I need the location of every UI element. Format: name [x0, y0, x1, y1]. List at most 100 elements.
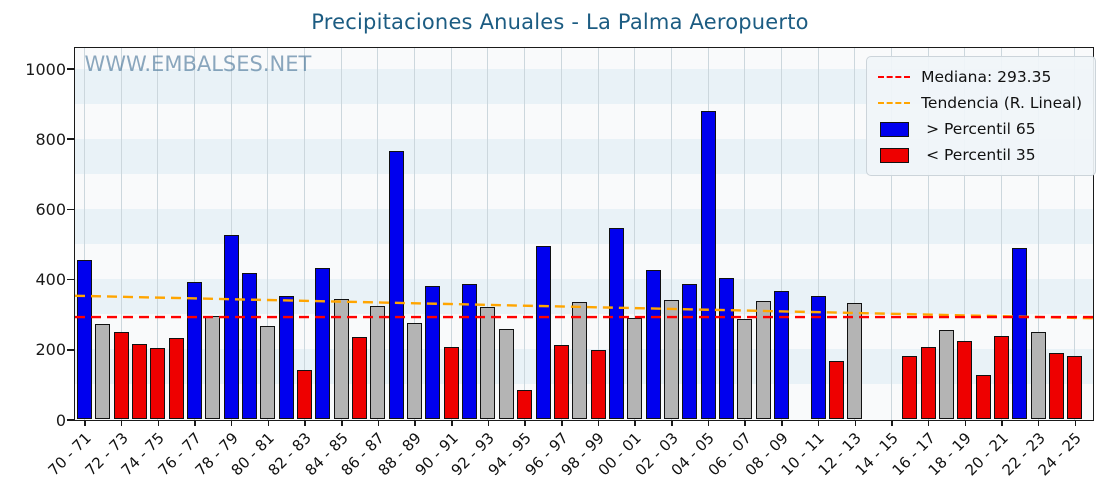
- bar-18-19: [957, 340, 973, 420]
- bar-10-11: [810, 295, 826, 420]
- y-tick: [67, 138, 74, 140]
- blue-swatch-icon: [880, 121, 910, 137]
- bar-23-24: [1049, 352, 1065, 420]
- bar-86-87: [370, 305, 386, 420]
- bar-99-00: [608, 227, 624, 420]
- bar-21-22: [1012, 247, 1028, 420]
- bar-24-25: [1067, 355, 1083, 420]
- red-swatch-icon: [880, 147, 910, 163]
- y-tick: [67, 208, 74, 211]
- y-tick-label: 600: [35, 199, 66, 219]
- x-tick: [341, 420, 343, 426]
- x-gridline: [120, 47, 122, 420]
- bar-78-79: [223, 234, 239, 420]
- bar-16-17: [920, 346, 936, 420]
- bar-77-78: [205, 316, 221, 420]
- x-gridline: [1001, 47, 1002, 420]
- bar-17-18: [938, 330, 954, 420]
- bar-95-96: [535, 245, 551, 420]
- y-tick-label: 0: [55, 410, 66, 430]
- x-gridline: [450, 47, 452, 420]
- bar-20-21: [994, 336, 1009, 420]
- bar-92-93: [480, 307, 496, 420]
- x-tick: [597, 420, 600, 426]
- chart-title: Precipitaciones Anuales - La Palma Aerop…: [311, 10, 809, 34]
- bar-04-05: [700, 110, 716, 420]
- trend-line: [74, 294, 1093, 319]
- x-tick: [964, 420, 967, 426]
- x-tick: [524, 420, 526, 426]
- x-tick: [634, 420, 636, 426]
- legend-item-below-p35: < Percentil 35: [878, 142, 1082, 168]
- x-gridline: [524, 47, 526, 420]
- x-tick: [707, 420, 710, 426]
- x-tick: [671, 420, 673, 426]
- bar-93-94: [498, 328, 514, 420]
- reference-lines: [74, 294, 1093, 319]
- x-gridline: [927, 47, 929, 420]
- x-gridline: [230, 47, 232, 420]
- bar-73-74: [132, 344, 148, 420]
- x-tick: [451, 420, 453, 426]
- x-gridline: [1074, 47, 1076, 420]
- bar-90-91: [443, 347, 459, 420]
- x-tick: [267, 420, 270, 426]
- bar-12-13: [847, 303, 863, 420]
- legend-item-above-p65: > Percentil 65: [878, 116, 1082, 142]
- median-dash-icon: [878, 76, 911, 78]
- x-tick: [817, 420, 820, 426]
- background-band: [74, 208, 1093, 245]
- x-gridline: [854, 47, 856, 420]
- x-gridline: [267, 47, 269, 420]
- x-tick: [304, 420, 306, 426]
- x-tick: [377, 420, 380, 426]
- x-gridline: [744, 47, 746, 420]
- x-tick: [744, 420, 746, 426]
- x-tick: [854, 420, 857, 426]
- x-tick: [230, 420, 233, 426]
- bar-94-95: [517, 389, 533, 420]
- legend-p35-label: < Percentil 35: [926, 146, 1036, 164]
- x-gridline: [84, 47, 85, 420]
- x-gridline: [964, 47, 966, 420]
- bar-19-20: [975, 374, 991, 420]
- bar-97-98: [572, 302, 588, 420]
- bar-82-83: [297, 369, 313, 420]
- bar-89-90: [425, 285, 441, 420]
- x-tick: [157, 420, 160, 426]
- x-gridline: [194, 47, 196, 420]
- bar-88-89: [407, 322, 423, 420]
- y-tick: [67, 278, 74, 281]
- bar-05-06: [718, 277, 734, 420]
- x-tick: [1037, 420, 1040, 426]
- x-gridline: [304, 47, 306, 420]
- bar-74-75: [150, 347, 166, 420]
- legend: Mediana: 293.35 Tendencia (R. Lineal) > …: [866, 56, 1096, 176]
- y-tick: [67, 419, 74, 421]
- x-gridline: [377, 47, 379, 420]
- x-tick: [561, 420, 563, 426]
- bar-00-01: [627, 317, 643, 420]
- bar-08-09: [773, 291, 789, 420]
- bar-81-82: [278, 295, 294, 420]
- legend-median-label: Mediana: 293.35: [921, 68, 1052, 86]
- y-tick-label: 200: [35, 340, 66, 360]
- bar-75-76: [168, 338, 184, 420]
- bar-84-85: [333, 299, 349, 420]
- bar-96-97: [553, 345, 569, 420]
- x-gridline: [157, 47, 159, 420]
- x-tick: [927, 420, 930, 426]
- y-tick-label: 800: [35, 129, 66, 149]
- bar-11-12: [828, 361, 844, 420]
- bar-07-08: [755, 301, 771, 420]
- x-tick: [84, 420, 86, 426]
- y-tick-label: 400: [35, 270, 66, 290]
- x-gridline: [670, 47, 672, 420]
- bar-15-16: [902, 356, 918, 420]
- x-gridline: [817, 47, 819, 420]
- bar-22-23: [1030, 332, 1046, 420]
- legend-p65-label: > Percentil 65: [926, 120, 1036, 138]
- x-gridline: [597, 47, 599, 420]
- x-tick: [120, 420, 123, 426]
- x-gridline: [560, 47, 562, 420]
